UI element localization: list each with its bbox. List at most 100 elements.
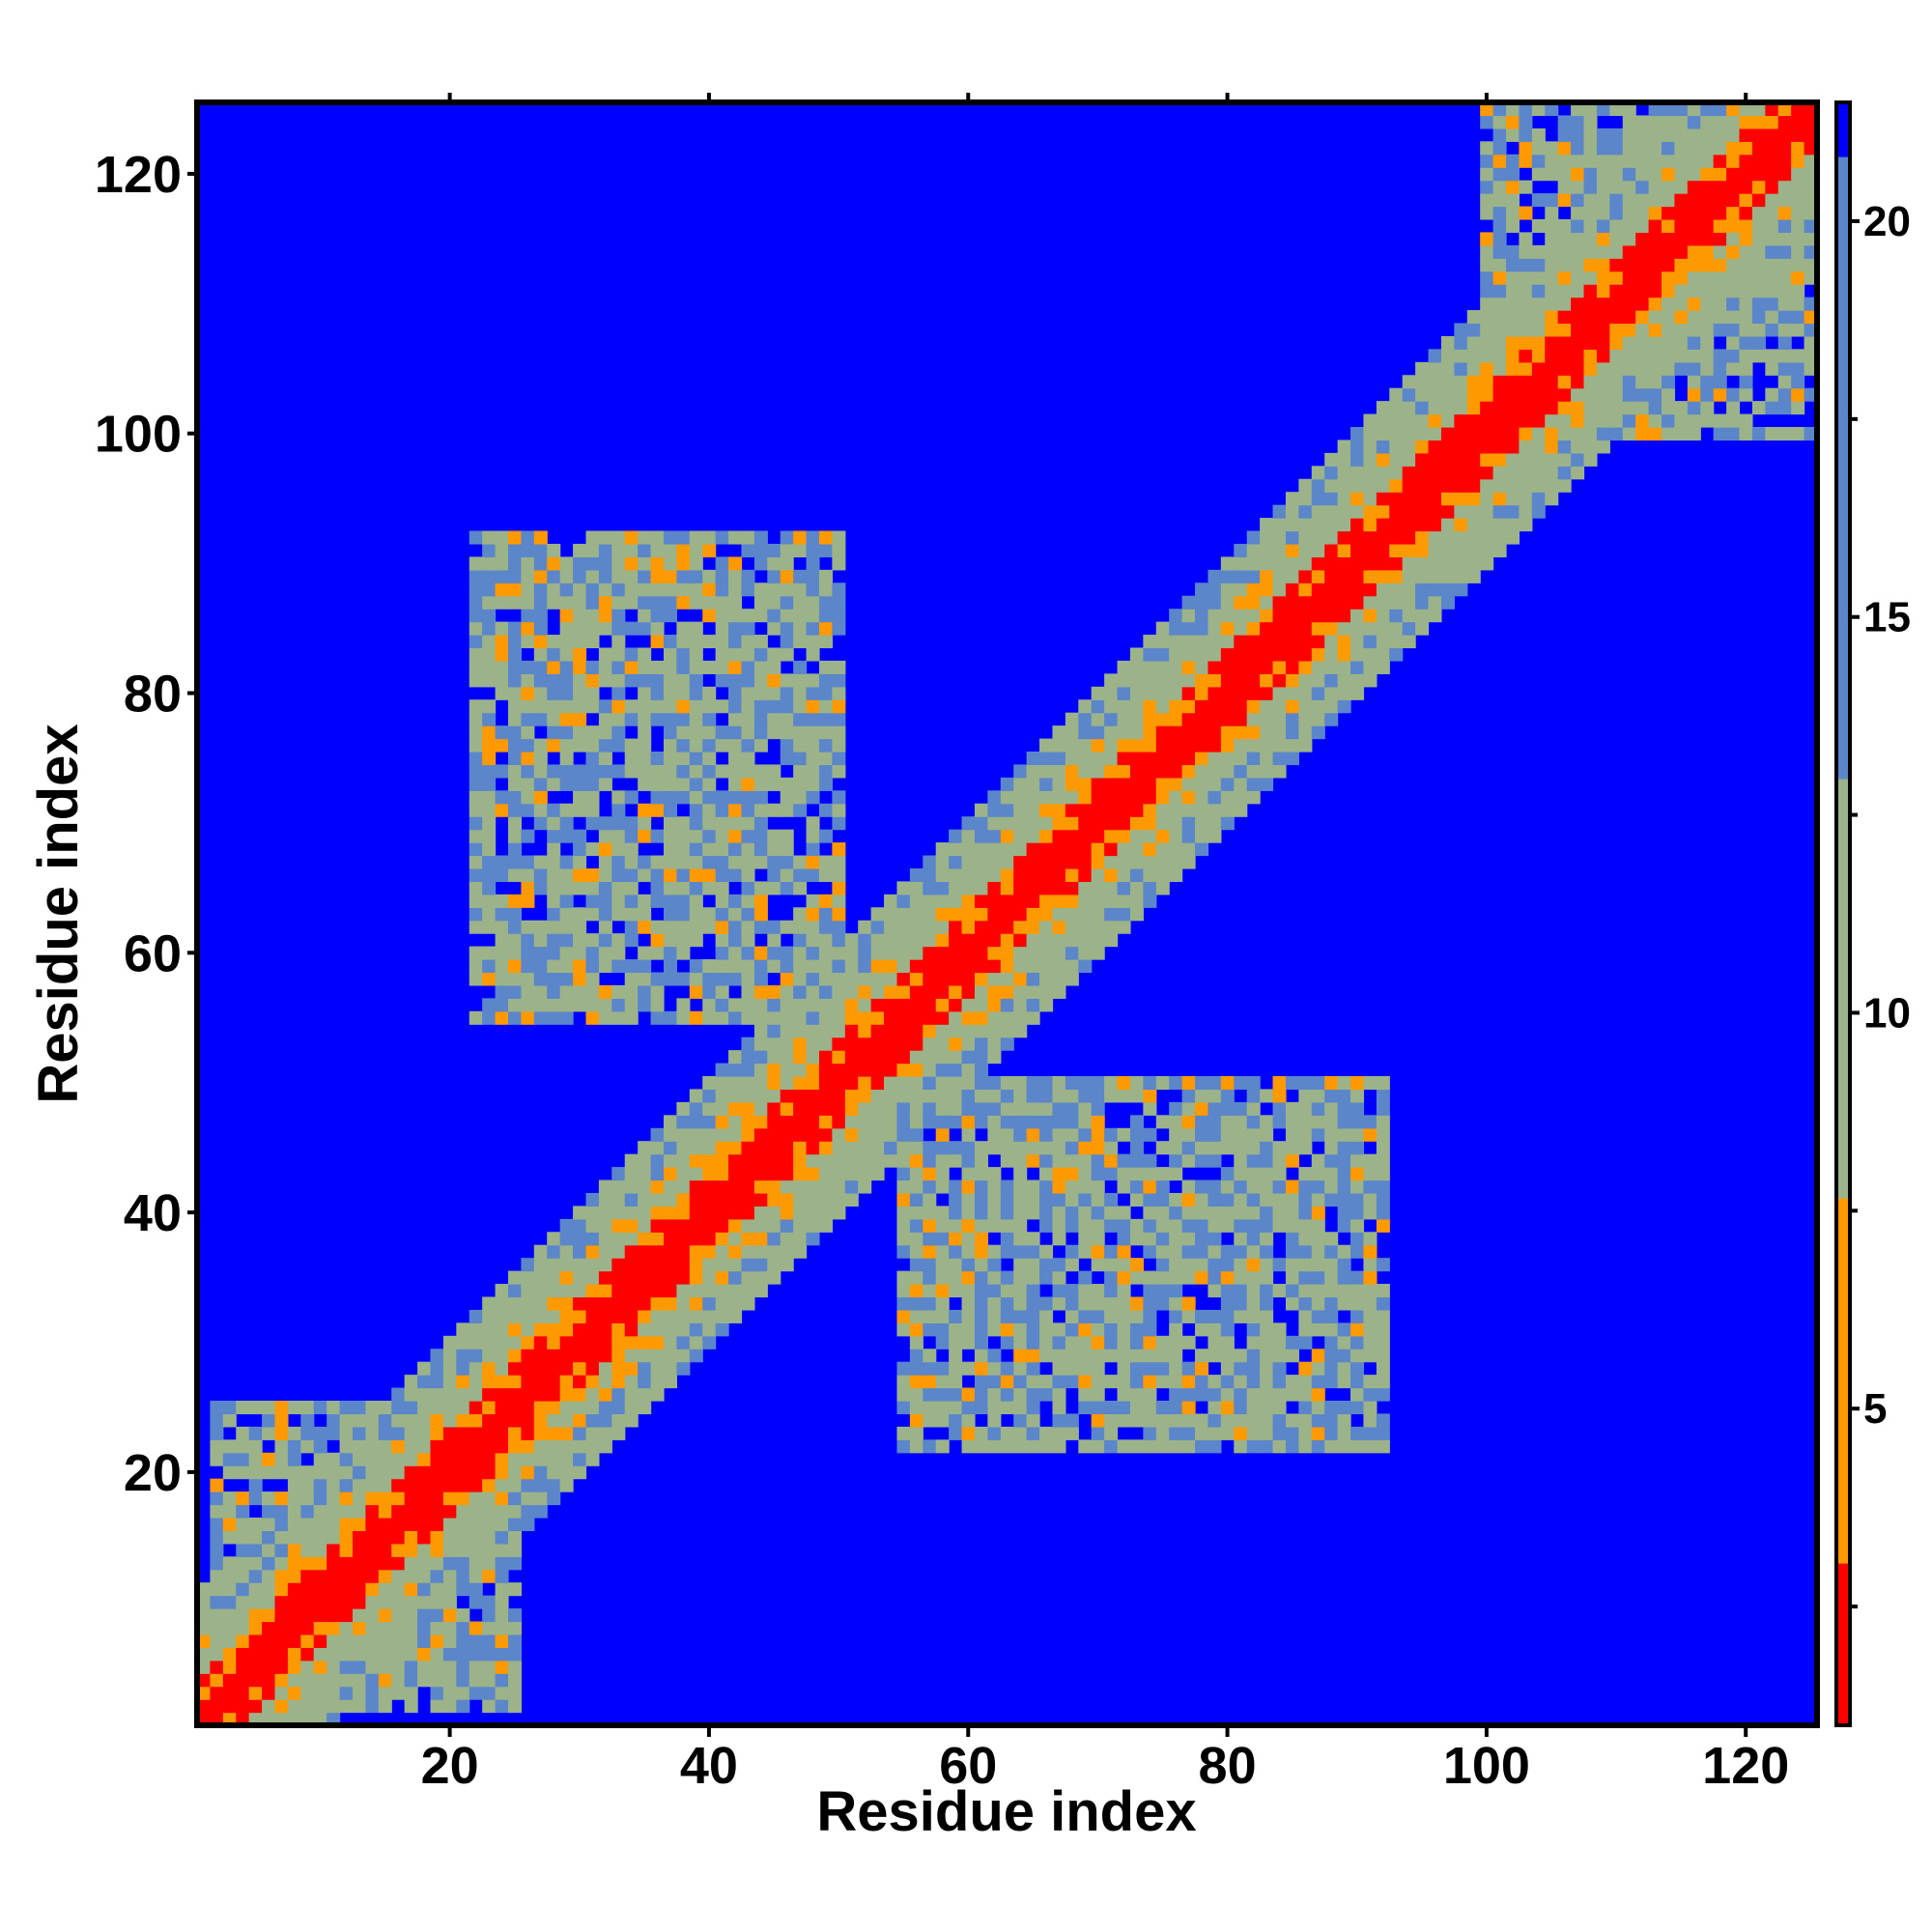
- heatmap-cell: [507, 1010, 522, 1025]
- heatmap-cell: [715, 867, 729, 882]
- heatmap-cell: [1492, 413, 1507, 428]
- heatmap-cell: [650, 1258, 665, 1272]
- heatmap-cell: [870, 1024, 885, 1038]
- colorbar-segment: [1836, 1441, 1850, 1456]
- heatmap-cell: [818, 673, 833, 688]
- heatmap-cell: [1220, 1218, 1235, 1233]
- heatmap-cell: [1052, 1101, 1066, 1116]
- heatmap-cell: [236, 1699, 250, 1714]
- heatmap-cell: [1039, 972, 1054, 986]
- heatmap-cell: [1195, 647, 1209, 662]
- heatmap-cell: [1713, 323, 1727, 337]
- heatmap-cell: [844, 1089, 859, 1103]
- heatmap-cell: [728, 946, 743, 960]
- heatmap-cell: [1208, 738, 1222, 753]
- heatmap-cell: [1311, 1413, 1325, 1428]
- heatmap-cell: [1583, 141, 1598, 156]
- heatmap-cell: [1545, 270, 1559, 285]
- heatmap-cell: [1026, 1192, 1040, 1207]
- heatmap-cell: [391, 1492, 406, 1506]
- heatmap-cell: [1169, 1101, 1183, 1116]
- heatmap-cell: [1622, 193, 1636, 208]
- heatmap-cell: [1480, 115, 1494, 129]
- heatmap-cell: [1662, 270, 1676, 285]
- heatmap-cell: [1246, 595, 1261, 610]
- heatmap-cell: [585, 764, 600, 779]
- heatmap-cell: [1052, 1115, 1066, 1129]
- heatmap-cell: [547, 1375, 561, 1389]
- heatmap-cell: [611, 1361, 626, 1376]
- heatmap-cell: [573, 569, 587, 583]
- colorbar-segment: [1836, 1631, 1850, 1645]
- heatmap-cell: [1169, 1387, 1183, 1402]
- heatmap-cell: [1272, 1101, 1287, 1116]
- heatmap-cell: [1195, 582, 1209, 597]
- heatmap-cell: [767, 1063, 781, 1077]
- heatmap-cell: [1713, 167, 1727, 182]
- heatmap-cell: [339, 1608, 354, 1623]
- heatmap-cell: [1506, 167, 1520, 182]
- heatmap-cell: [1545, 244, 1559, 259]
- heatmap-cell: [1117, 1439, 1131, 1454]
- heatmap-cell: [1272, 621, 1287, 636]
- heatmap-cell: [715, 673, 729, 688]
- heatmap-cell: [689, 933, 703, 948]
- heatmap-cell: [352, 1582, 367, 1597]
- colorbar-segment: [1836, 657, 1850, 671]
- heatmap-cell: [1143, 894, 1157, 908]
- heatmap-cell: [456, 1349, 470, 1363]
- heatmap-cell: [818, 686, 833, 700]
- heatmap-cell: [1195, 1426, 1209, 1440]
- heatmap-cell: [274, 1595, 289, 1609]
- heatmap-cell: [1104, 686, 1119, 700]
- heatmap-cell: [469, 1543, 483, 1557]
- heatmap-cell: [949, 842, 963, 857]
- heatmap-cell: [1596, 284, 1610, 298]
- heatmap-cell: [1596, 167, 1610, 182]
- heatmap-cell: [702, 1167, 717, 1181]
- heatmap-cell: [1078, 790, 1093, 805]
- heatmap-cell: [780, 609, 794, 623]
- heatmap-cell: [909, 1349, 923, 1363]
- heatmap-cell: [585, 543, 600, 557]
- heatmap-cell: [327, 1504, 341, 1519]
- heatmap-cell: [1181, 803, 1196, 817]
- heatmap-cell: [1013, 1258, 1028, 1272]
- heatmap-cell: [1687, 297, 1701, 311]
- heatmap-cell: [1285, 1115, 1299, 1129]
- heatmap-cell: [236, 1517, 250, 1531]
- heatmap-cell: [1260, 569, 1274, 583]
- heatmap-cell: [495, 1492, 509, 1506]
- heatmap-cell: [1000, 1401, 1014, 1415]
- heatmap-cell: [391, 1401, 406, 1415]
- heatmap-cell: [663, 609, 677, 623]
- heatmap-cell: [728, 1076, 743, 1091]
- heatmap-cell: [1117, 673, 1131, 688]
- heatmap-cell: [741, 894, 755, 908]
- heatmap-cell: [507, 1465, 522, 1480]
- heatmap-cell: [1220, 1413, 1235, 1428]
- heatmap-cell: [1065, 1335, 1079, 1350]
- heatmap-cell: [1091, 803, 1105, 817]
- heatmap-cell: [689, 907, 703, 922]
- heatmap-cell: [456, 1582, 470, 1597]
- heatmap-cell: [1376, 1089, 1390, 1103]
- heatmap-cell: [559, 803, 574, 817]
- heatmap-cell: [1298, 543, 1313, 557]
- heatmap-cell: [1311, 1309, 1325, 1323]
- heatmap-cell: [780, 1206, 794, 1220]
- heatmap-cell: [1195, 686, 1209, 700]
- heatmap-cell: [1052, 764, 1066, 779]
- heatmap-cell: [638, 609, 652, 623]
- heatmap-cell: [1363, 635, 1378, 649]
- heatmap-cell: [974, 1101, 988, 1116]
- heatmap-cell: [702, 1089, 717, 1103]
- heatmap-cell: [1260, 1335, 1274, 1350]
- heatmap-cell: [1298, 1167, 1313, 1181]
- heatmap-cell: [728, 894, 743, 908]
- heatmap-cell: [559, 660, 574, 674]
- heatmap-cell: [1713, 361, 1727, 376]
- heatmap-cell: [1039, 1335, 1054, 1350]
- heatmap-cell: [1234, 803, 1248, 817]
- heatmap-cell: [728, 1218, 743, 1233]
